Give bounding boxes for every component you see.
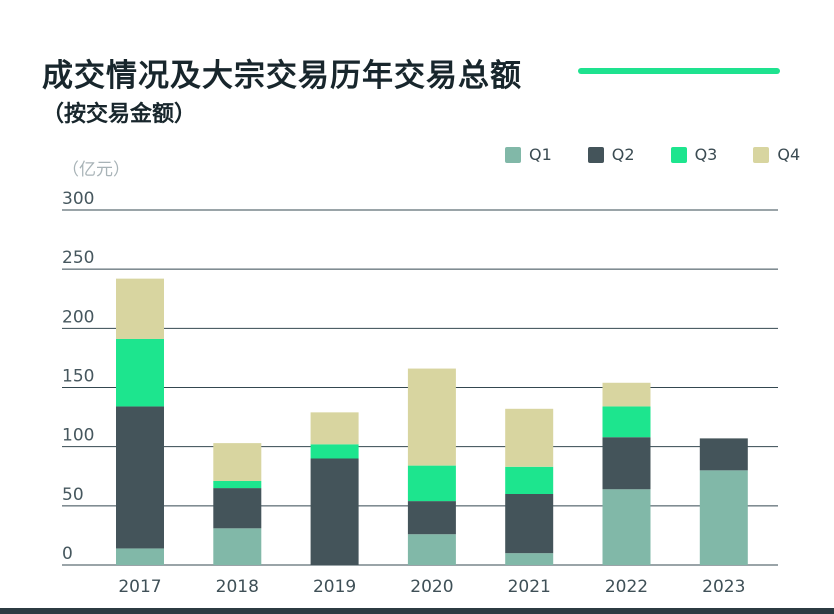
chart-legend: Q1 Q2 Q3 Q4 <box>505 145 800 164</box>
legend-swatch-q2 <box>587 146 604 163</box>
y-tick-label-300: 300 <box>62 189 94 209</box>
bar-2021-q3 <box>505 466 554 494</box>
bar-2022-q4 <box>602 382 651 407</box>
y-axis-unit-label: （亿元） <box>62 160 130 180</box>
x-tick-label-2017: 2017 <box>118 577 161 597</box>
bar-2017-q3 <box>116 338 164 407</box>
bar-2018-q1 <box>213 528 262 565</box>
bar-2017-q1 <box>116 548 164 565</box>
x-tick-label-2021: 2021 <box>508 577 551 597</box>
y-tick-label-200: 200 <box>62 307 94 327</box>
page-title: 成交情况及大宗交易历年交易总额 <box>42 58 522 94</box>
bar-2022-q1 <box>602 489 651 565</box>
y-tick-label-150: 150 <box>62 367 94 387</box>
page-subtitle: （按交易金额） <box>42 102 197 127</box>
bar-2019-q2 <box>310 458 359 565</box>
y-tick-label-0: 0 <box>62 544 73 564</box>
y-tick-label-100: 100 <box>62 426 94 446</box>
bar-2022-q3 <box>602 406 651 438</box>
title-accent-line <box>578 68 780 74</box>
bar-2017-q4 <box>116 278 164 339</box>
legend-label-q4: Q4 <box>777 145 801 164</box>
x-tick-label-2019: 2019 <box>313 577 356 597</box>
y-tick-label-50: 50 <box>62 485 84 505</box>
bar-2022-q2 <box>602 437 651 490</box>
bar-2018-q3 <box>213 480 262 489</box>
bar-2021-q4 <box>505 408 554 467</box>
bar-2019-q3 <box>310 444 359 459</box>
bar-2023-q1 <box>699 470 748 565</box>
legend-item-q2: Q2 <box>587 145 635 164</box>
bar-2020-q3 <box>407 465 456 502</box>
bar-2017-q2 <box>116 406 164 549</box>
legend-label-q1: Q1 <box>529 145 552 164</box>
x-tick-label-2023: 2023 <box>702 577 745 597</box>
bar-2021-q2 <box>505 494 554 554</box>
legend-swatch-q1 <box>505 146 521 163</box>
legend-swatch-q3 <box>670 146 687 163</box>
bar-2018-q2 <box>213 488 262 529</box>
x-tick-label-2018: 2018 <box>216 577 259 597</box>
legend-item-q1: Q1 <box>505 145 552 164</box>
bar-2019-q4 <box>310 412 359 445</box>
legend-label-q3: Q3 <box>694 145 718 164</box>
legend-item-q3: Q3 <box>670 145 718 164</box>
x-tick-label-2022: 2022 <box>605 577 648 597</box>
page-bottom-bar <box>0 608 834 614</box>
bar-2021-q1 <box>505 553 554 565</box>
bar-2020-q1 <box>407 534 456 565</box>
bar-2020-q2 <box>407 501 456 535</box>
bar-2020-q4 <box>407 368 456 466</box>
legend-label-q2: Q2 <box>611 145 635 164</box>
y-tick-label-250: 250 <box>62 248 94 268</box>
x-tick-label-2020: 2020 <box>410 577 453 597</box>
bar-2023-q2 <box>699 438 748 471</box>
legend-item-q4: Q4 <box>753 145 800 164</box>
legend-swatch-q4 <box>753 146 770 163</box>
bar-2018-q4 <box>213 443 262 481</box>
